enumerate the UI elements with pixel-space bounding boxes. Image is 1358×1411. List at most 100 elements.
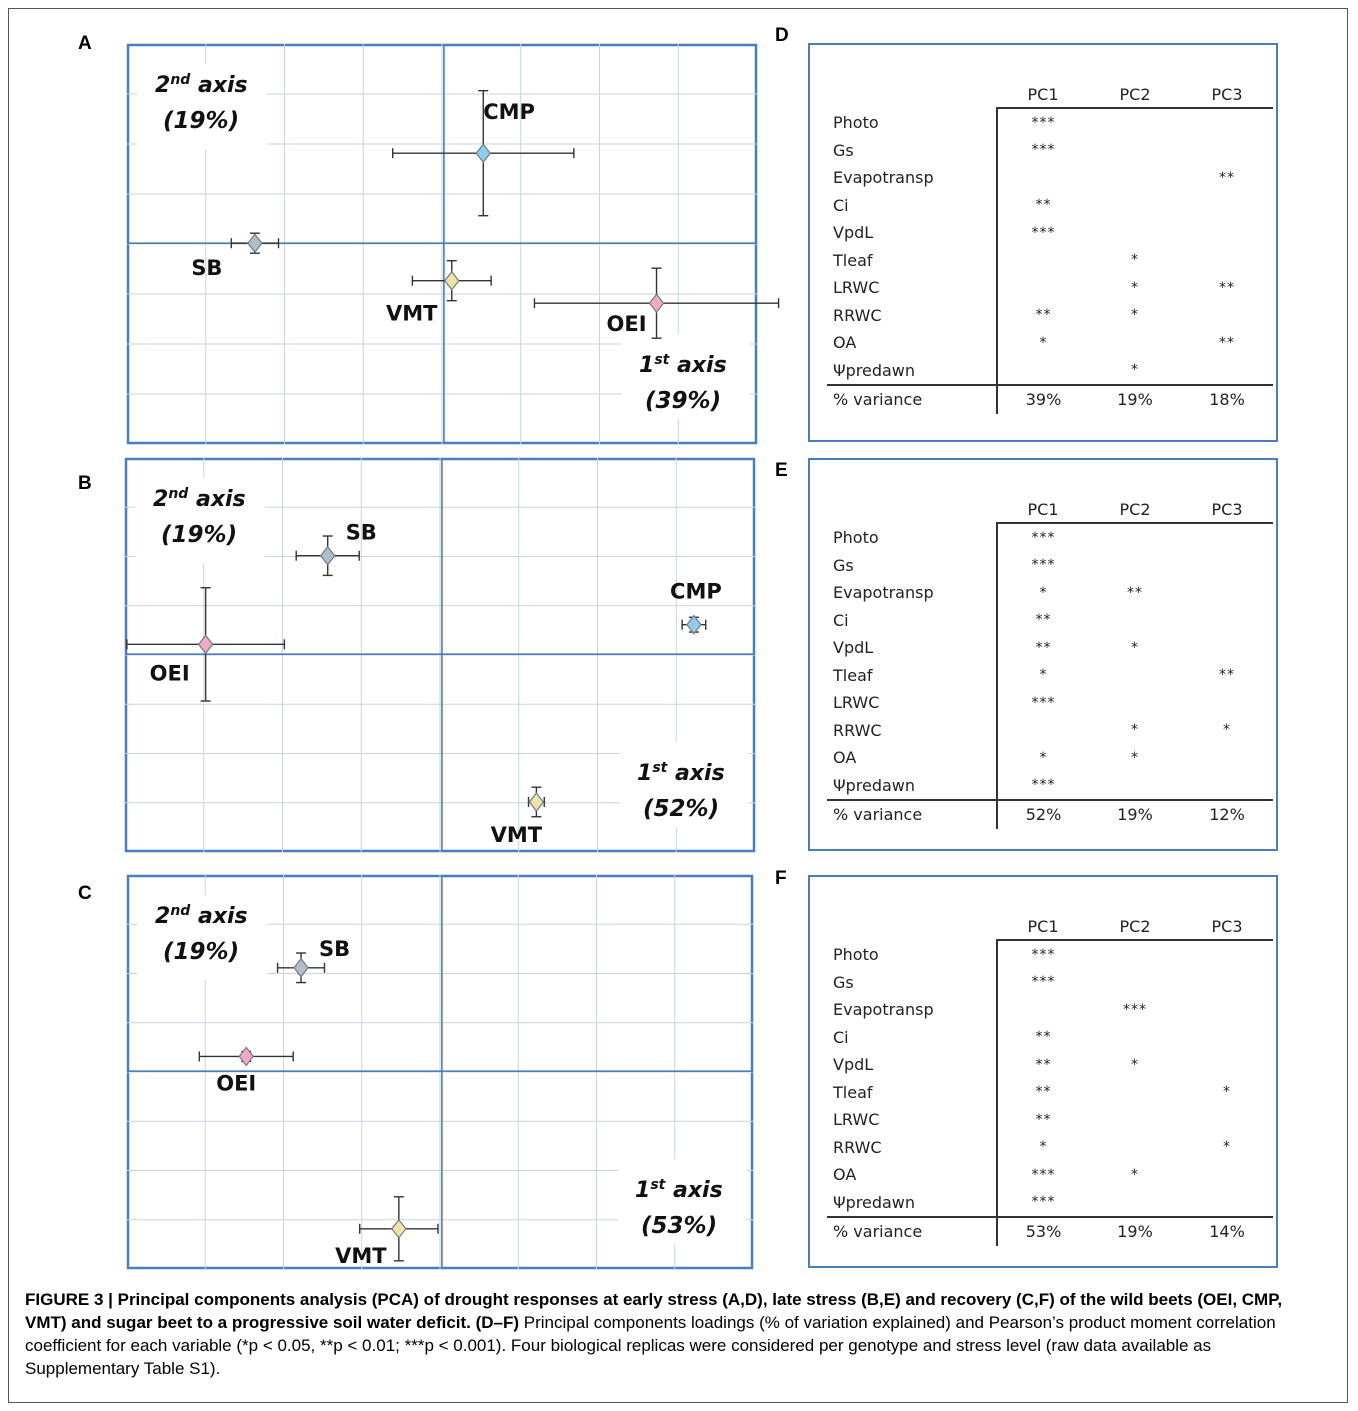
point-cmp: CMP [392,90,575,217]
significance-cell [1089,552,1181,580]
significance-cell [1089,329,1181,357]
column-header: PC2 [1089,81,1181,109]
table-row: Ψpredawn * [827,356,1273,385]
column-header: PC2 [1089,496,1181,524]
marker-diamond [247,233,263,254]
significance-cell [1181,219,1273,247]
caption-title: FIGURE 3 | Principal components analysis… [25,1290,1283,1332]
significance-cell: ** [996,1051,1089,1079]
y-axis-title-bg [137,895,267,980]
significance-cell [1181,1161,1273,1189]
significance-cell [1181,940,1273,969]
y-axis-title: 2nd axis [155,72,248,98]
column-header: PC2 [1089,913,1181,941]
significance-cell [1181,607,1273,635]
variable-name: Photo [833,527,879,547]
table-row: Photo *** [827,523,1273,552]
table-header-row: PC1 PC2 PC3 [827,496,1273,524]
significance-cell [1181,1024,1273,1052]
significance-cell: * [1131,252,1139,269]
significance-cell: * [1131,639,1139,656]
y-axis-variance: (19%) [161,522,237,548]
significance-cell [1089,772,1181,801]
variance-label: % variance [827,799,997,829]
marker-diamond [475,143,492,164]
variance-row: % variance 39% 19% 18% [827,384,1273,414]
significance-cell [1089,164,1181,192]
significance-cell [1181,689,1273,717]
x-axis-title: 1st axis [635,1177,723,1203]
significance-cell: *** [996,689,1089,717]
significance-cell: *** [996,108,1089,137]
significance-cell: ** [1219,169,1235,186]
significance-cell: * [996,744,1089,772]
variable-name: RRWC [833,1137,882,1157]
table-row: Photo *** [827,108,1273,137]
significance-cell [1089,1189,1181,1218]
significance-cell: ** [1219,667,1235,684]
table-row: VpdL*** [827,1051,1273,1079]
table-row: Evapotransp *** [827,996,1273,1024]
variable-name: Ci [833,610,849,630]
significance-cell: ** [996,606,1089,634]
significance-cell [1089,689,1181,717]
table-row: LRWC ** [827,1106,1273,1134]
table-header-row: PC1 PC2 PC3 [827,913,1273,941]
pca-plot-a: 2nd axis (19%) 1st axis (39%) CMP SB VMT OEI [126,43,780,445]
variance-label: % variance [827,384,997,414]
marker-diamond [528,791,545,812]
variable-name: VpdL [833,223,874,243]
significance-cell [996,716,1089,744]
table-row: Ψpredawn *** [827,771,1273,801]
variable-name: Evapotransp [833,168,934,188]
significance-cell [1181,744,1273,772]
point-sb: SB [276,937,350,984]
significance-cell: * [996,1133,1089,1161]
table-row: Photo *** [827,940,1273,969]
variance-value: 19% [1089,384,1181,414]
column-header: PC3 [1181,81,1273,109]
significance-cell [1089,219,1181,247]
significance-cell: *** [996,523,1089,552]
significance-cell: ** [996,1023,1089,1051]
marker-diamond [391,1218,407,1239]
significance-cell [1181,108,1273,137]
variable-name: Tleaf [833,1082,873,1102]
header-blank [827,496,997,523]
variable-name: Evapotransp [833,583,934,603]
significance-cell: * [1131,749,1139,766]
column-header: PC1 [997,81,1089,109]
variance-value: 39% [996,384,1089,414]
x-axis-variance: (52%) [643,796,719,822]
significance-cell [1089,137,1181,165]
significance-cell: * [996,661,1089,689]
variance-value: 19% [1089,799,1181,829]
variable-name: Tleaf [833,665,873,685]
variable-name: OA [833,748,857,768]
variable-name: Gs [833,972,854,992]
loadings-table-d: PC1 PC2 PC3 Photo *** Gs *** Evapotransp ** Ci ** V… [808,43,1278,442]
variable-name: Tleaf [833,250,873,270]
variable-name: RRWC [833,305,882,325]
point-sb: SB [295,521,377,577]
table-row: Ci ** [827,606,1273,635]
significance-cell [996,274,1089,302]
variable-name: OA [833,333,857,353]
panel-label-f: F [775,868,787,889]
significance-cell: ** [996,301,1089,329]
table-row: Gs *** [827,551,1273,580]
column-header: PC1 [997,496,1089,524]
point-label: CMP [483,100,535,124]
marker-diamond [197,634,214,655]
point-vmt: VMT [335,1196,439,1268]
x-axis-variance: (39%) [645,388,721,414]
significance-cell [1181,192,1273,220]
significance-cell [1181,1051,1273,1079]
table-row: OA *** * [827,1161,1273,1189]
variable-name: LRWC [833,1110,880,1130]
table-row: Gs *** [827,136,1273,165]
marker-diamond [444,270,460,291]
significance-cell [1181,523,1273,552]
